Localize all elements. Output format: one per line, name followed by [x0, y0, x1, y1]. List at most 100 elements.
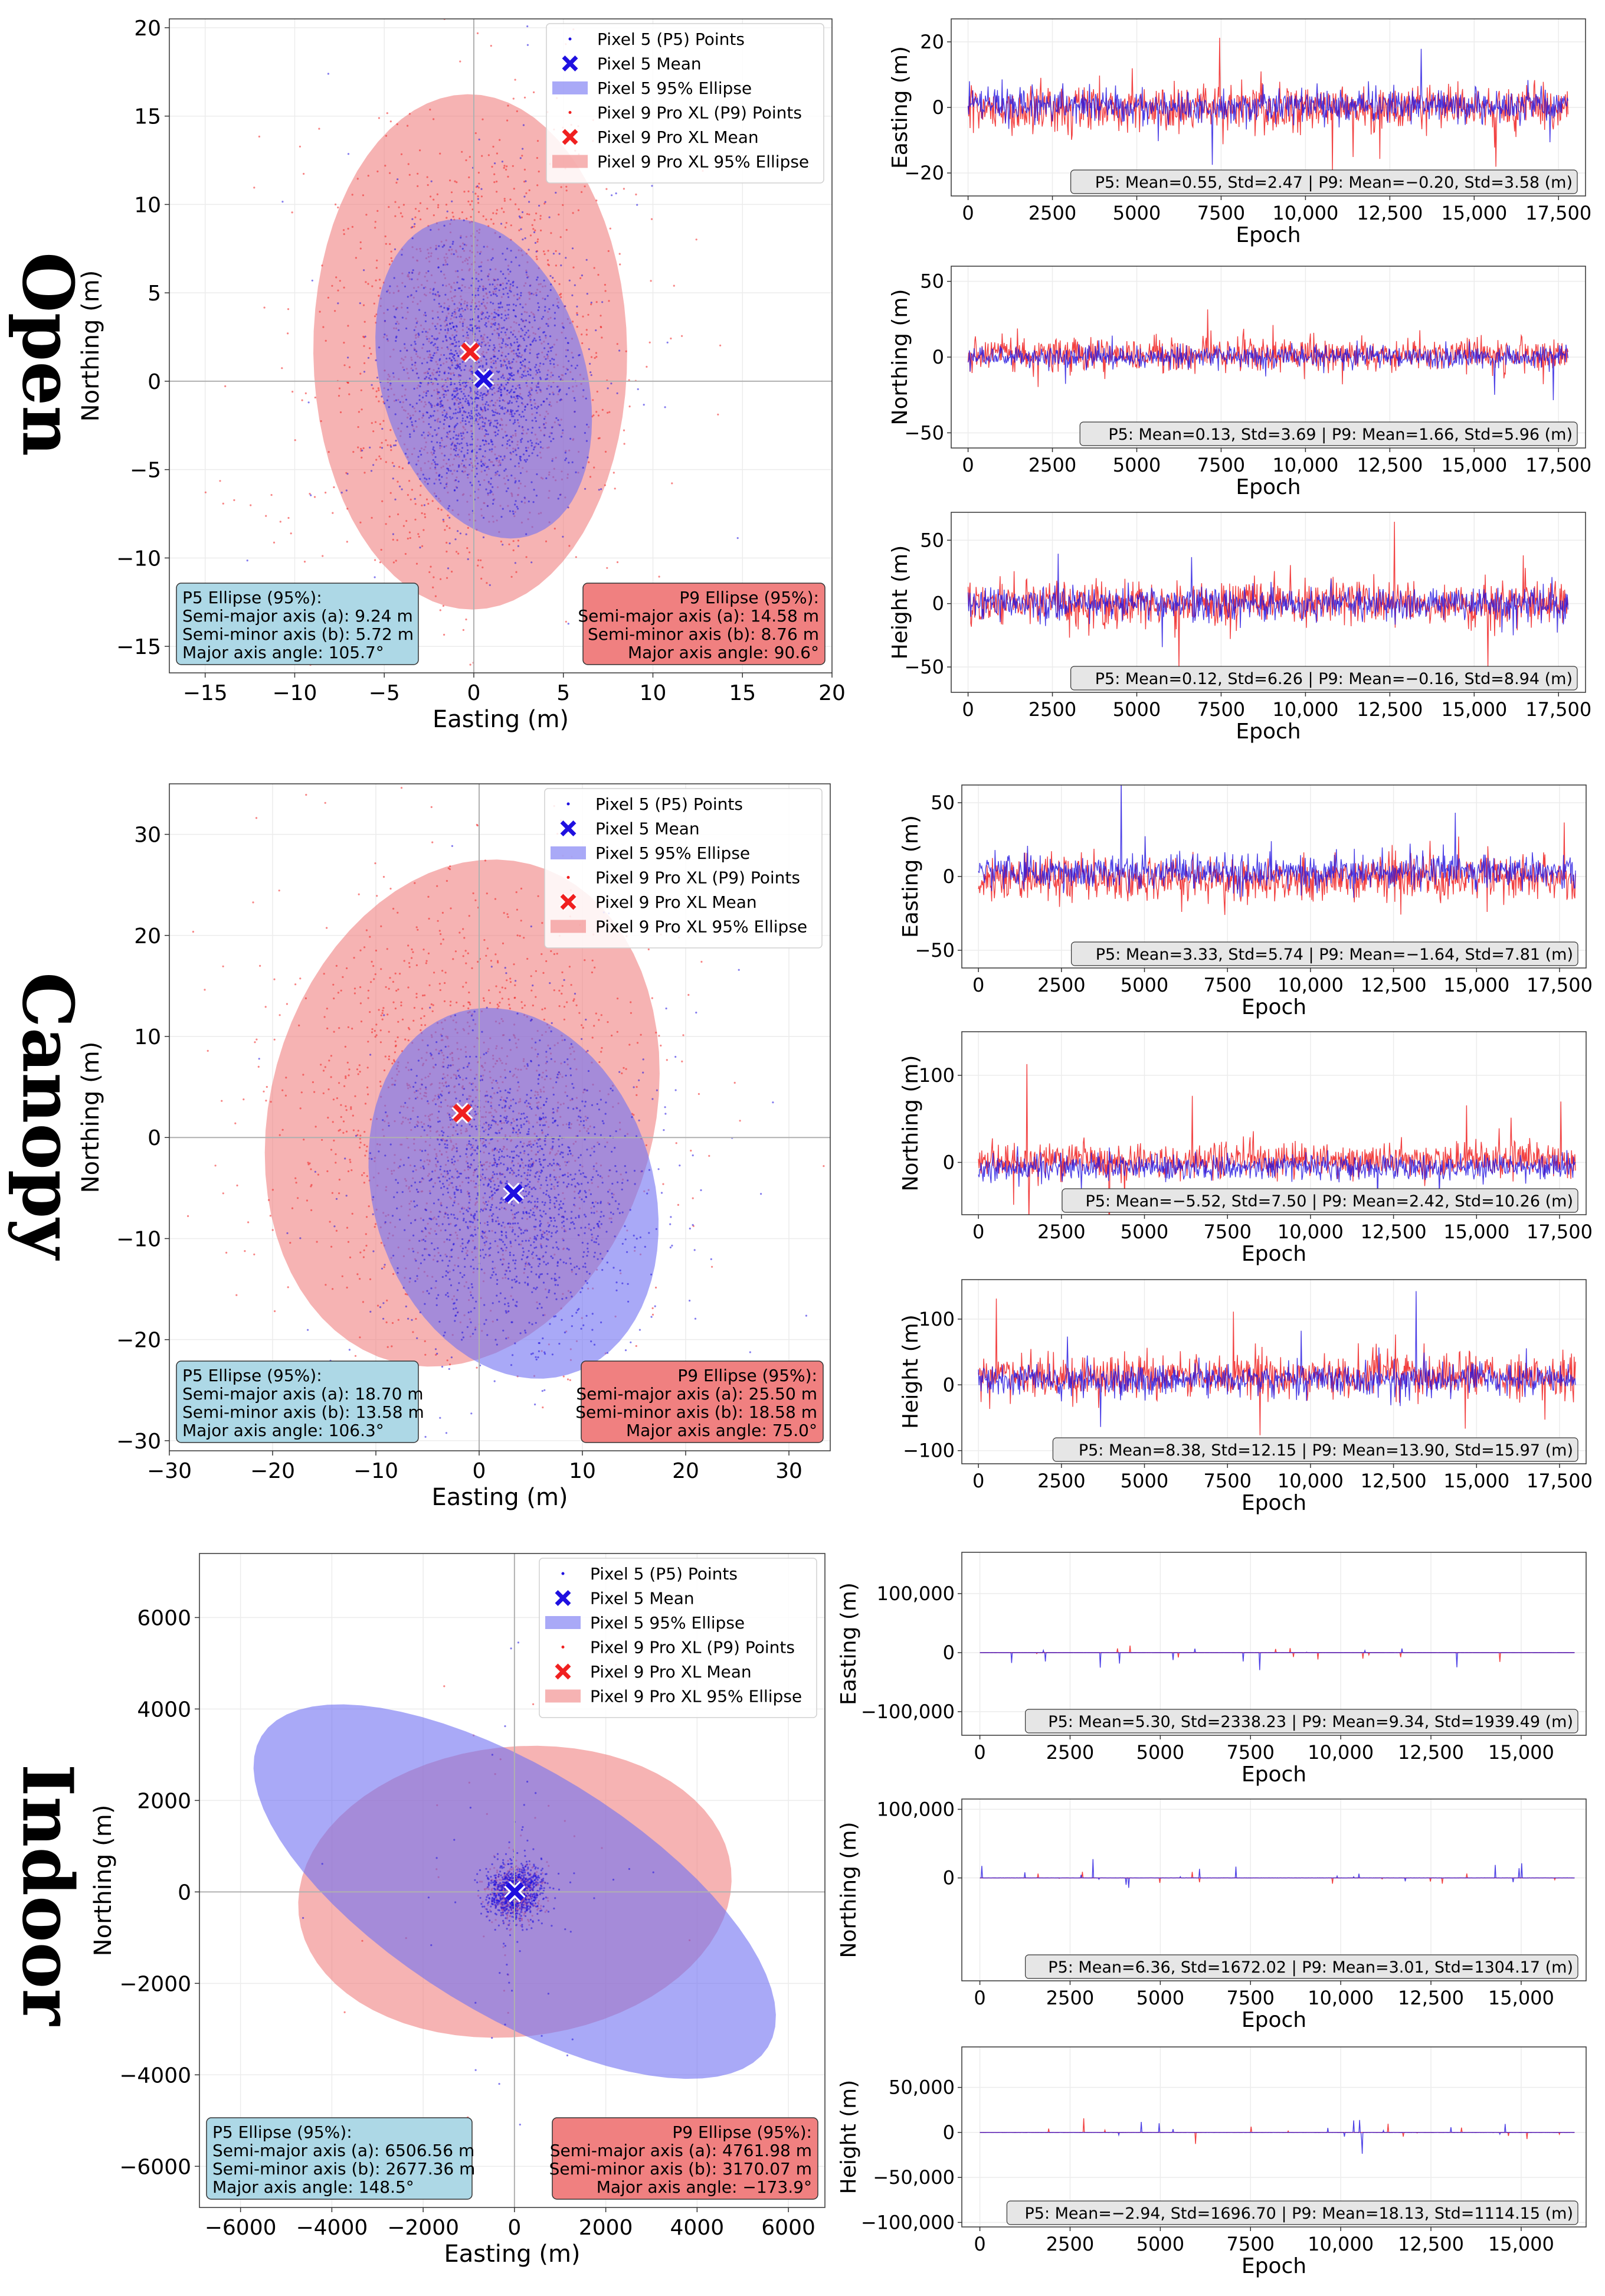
data-point	[607, 411, 609, 414]
stat-box	[1070, 169, 1578, 194]
data-point	[549, 1163, 551, 1165]
data-point	[516, 419, 519, 421]
data-point	[343, 286, 345, 289]
data-point	[648, 341, 651, 344]
data-point	[533, 337, 536, 340]
data-point	[539, 378, 542, 380]
data-point	[510, 388, 513, 391]
data-point	[493, 311, 496, 314]
data-point	[651, 1313, 654, 1316]
data-point	[581, 1024, 583, 1026]
data-point	[433, 450, 435, 452]
data-point	[331, 284, 333, 287]
data-point	[528, 373, 530, 376]
data-point	[506, 165, 508, 168]
data-point	[553, 363, 555, 365]
data-point	[433, 344, 435, 346]
data-point	[456, 470, 458, 472]
data-point	[642, 1071, 644, 1074]
data-point	[486, 947, 489, 950]
data-point	[379, 1041, 382, 1044]
data-point	[437, 337, 439, 340]
data-point	[470, 309, 472, 311]
data-point	[457, 552, 460, 555]
data-point	[543, 253, 546, 256]
data-point	[420, 1017, 422, 1019]
data-point	[568, 966, 571, 968]
data-point	[527, 329, 529, 332]
data-point	[333, 1031, 335, 1033]
data-point	[450, 907, 452, 910]
data-point	[533, 1225, 535, 1228]
data-point	[359, 1251, 362, 1254]
data-point	[414, 223, 416, 225]
data-point	[446, 317, 448, 319]
data-point	[503, 199, 506, 202]
data-point	[389, 888, 392, 890]
data-point	[470, 305, 472, 308]
data-point	[544, 306, 546, 308]
data-point	[524, 333, 526, 336]
data-point	[533, 399, 536, 401]
data-point	[369, 1011, 371, 1013]
data-point	[339, 280, 341, 282]
data-point	[579, 277, 582, 279]
data-point	[946, 1355, 948, 1356]
data-point	[370, 352, 372, 355]
data-point	[437, 920, 439, 922]
data-point	[500, 331, 503, 333]
data-point	[265, 1100, 267, 1102]
data-point	[511, 1160, 514, 1162]
x-tick-label: 0	[962, 454, 974, 476]
data-point	[621, 1242, 624, 1245]
data-point	[480, 335, 483, 337]
data-point	[562, 535, 564, 538]
data-point	[419, 494, 422, 496]
data-point	[482, 463, 484, 465]
data-point	[426, 176, 428, 178]
data-point	[351, 1212, 353, 1215]
data-point	[497, 961, 499, 964]
data-point	[317, 1173, 320, 1176]
data-point	[420, 485, 422, 487]
data-point	[450, 328, 453, 330]
data-point	[430, 342, 432, 344]
data-point	[555, 417, 558, 420]
data-point	[339, 723, 340, 725]
data-point	[414, 343, 417, 345]
data-point	[428, 917, 430, 920]
data-point	[372, 965, 375, 967]
data-point	[299, 1107, 302, 1110]
data-point	[449, 179, 451, 182]
data-point	[573, 397, 575, 399]
data-point	[401, 467, 404, 470]
data-point	[499, 359, 502, 362]
data-point	[289, 1242, 291, 1244]
data-point	[378, 455, 381, 457]
data-point	[374, 1035, 376, 1038]
data-point	[553, 1162, 555, 1165]
data-point	[364, 1154, 366, 1157]
data-point	[510, 331, 512, 333]
data-point	[422, 431, 425, 434]
data-point	[459, 532, 462, 535]
data-point	[426, 207, 428, 210]
data-point	[374, 315, 376, 318]
data-point	[471, 200, 473, 202]
data-point	[476, 327, 478, 330]
data-point	[375, 949, 378, 952]
data-point	[553, 318, 556, 320]
data-point	[437, 427, 440, 430]
data-point	[385, 439, 387, 441]
data-point	[425, 498, 428, 501]
data-point	[440, 1165, 442, 1167]
data-point	[431, 500, 434, 502]
data-point	[401, 488, 403, 490]
data-point	[516, 397, 519, 400]
y-tick-label: 50	[920, 270, 944, 293]
data-point	[433, 118, 435, 120]
data-point	[449, 865, 451, 868]
data-point	[664, 406, 666, 408]
data-point	[438, 930, 441, 932]
data-point	[425, 392, 428, 394]
